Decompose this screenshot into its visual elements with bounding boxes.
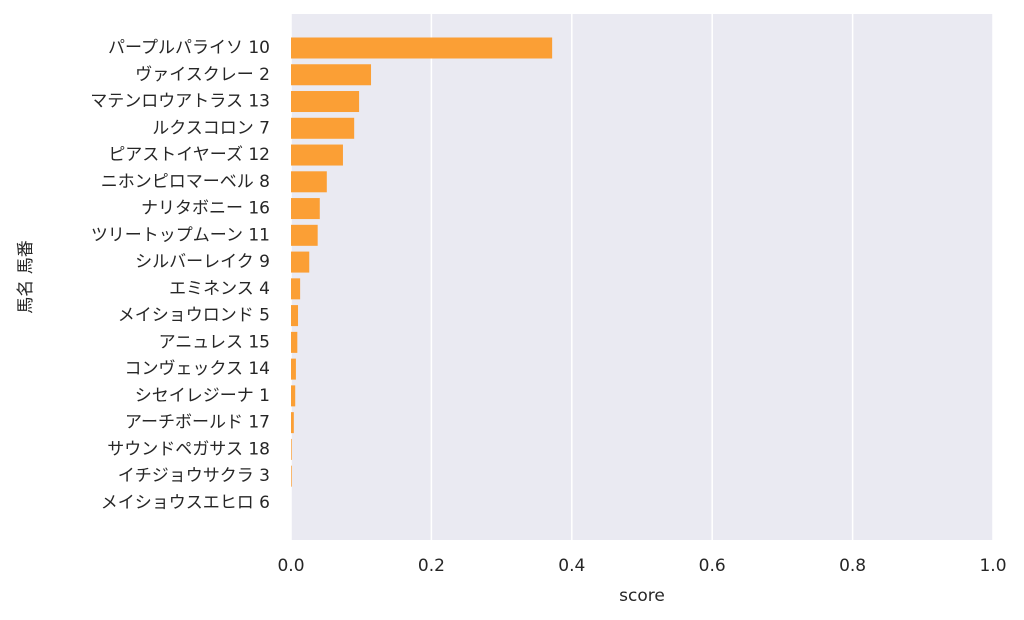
bar [291, 331, 298, 353]
y-tick-label: コンヴェックス 14 [124, 359, 270, 379]
y-tick-label: ルクスコロン 7 [152, 118, 270, 138]
y-tick-label: シルバーレイク 9 [135, 252, 270, 272]
y-tick-label: エミネンス 4 [169, 279, 270, 299]
bar [291, 305, 299, 327]
y-tick-label: イチジョウサクラ 3 [118, 466, 270, 486]
x-axis-label: score [619, 586, 665, 606]
y-tick-label: ヴァイスクレー 2 [135, 65, 270, 85]
y-tick-label: パープルパライソ 10 [108, 38, 270, 58]
bar [291, 117, 355, 139]
bar [291, 64, 372, 86]
x-tick-label: 0.6 [699, 556, 726, 576]
bar [291, 385, 296, 407]
bar [291, 465, 292, 487]
x-tick-label: 0.4 [558, 556, 585, 576]
bar [291, 358, 296, 380]
y-axis-label: 馬名 馬番 [16, 240, 36, 313]
y-tick-label: アーチボールド 17 [125, 413, 270, 433]
bar [291, 37, 553, 59]
y-tick-label: ツリートップムーン 11 [91, 225, 270, 245]
y-tick-label: ニホンピロマーベル 8 [101, 172, 270, 192]
bar [291, 251, 310, 273]
x-tick-label: 0.2 [418, 556, 445, 576]
bar [291, 91, 360, 113]
y-tick-label: メイショウロンド 5 [118, 306, 270, 326]
plot-area [291, 14, 993, 540]
y-tick-label: アニュレス 15 [159, 332, 270, 352]
y-tick-label: ナリタボニー 16 [141, 199, 270, 219]
y-tick-label: サウンドペガサス 18 [107, 439, 270, 459]
x-tick-label: 0.0 [277, 556, 304, 576]
bar [291, 412, 294, 434]
bar [291, 438, 292, 460]
y-tick-label: マテンロウアトラス 13 [90, 92, 270, 112]
bar [291, 278, 301, 300]
y-tick-label: メイショウスエヒロ 6 [101, 493, 270, 513]
x-tick-label: 0.8 [839, 556, 866, 576]
y-tick-label: ピアストイヤーズ 12 [108, 145, 270, 165]
bar [291, 171, 327, 193]
bar [291, 224, 318, 246]
x-tick-label: 1.0 [979, 556, 1006, 576]
bar [291, 198, 320, 220]
y-tick-label: シセイレジーナ 1 [135, 386, 270, 406]
bar [291, 144, 343, 166]
